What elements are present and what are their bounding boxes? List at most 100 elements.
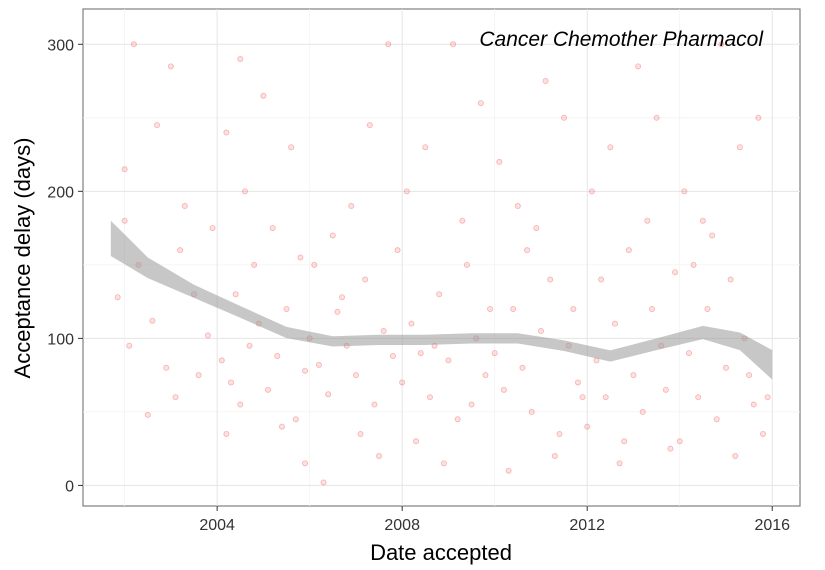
data-point [237, 401, 244, 408]
data-point [667, 445, 674, 452]
data-point [542, 78, 549, 85]
data-point [648, 305, 655, 312]
data-point [454, 416, 461, 423]
data-point [570, 305, 577, 312]
data-point [348, 203, 355, 210]
data-point [130, 41, 137, 48]
data-point [376, 453, 383, 460]
data-point [163, 364, 170, 371]
data-point [260, 92, 267, 99]
data-point [292, 416, 299, 423]
data-point [704, 305, 711, 312]
data-point [514, 203, 521, 210]
data-point [144, 411, 151, 418]
data-point [644, 217, 651, 224]
y-tick-label: 200 [47, 184, 74, 201]
data-point [311, 261, 318, 268]
data-point [505, 467, 512, 474]
data-point [584, 423, 591, 430]
data-point [241, 188, 248, 195]
data-point [662, 386, 669, 393]
data-point [154, 122, 161, 129]
data-point [685, 350, 692, 357]
data-point [764, 394, 771, 401]
data-point [482, 372, 489, 379]
x-axis-title: Date accepted [370, 540, 512, 565]
data-point [727, 276, 734, 283]
data-point [736, 144, 743, 151]
data-point [394, 247, 401, 254]
data-point [672, 269, 679, 276]
x-tick-label: 2012 [569, 517, 605, 534]
data-point [320, 479, 327, 486]
data-point [440, 460, 447, 467]
data-point [496, 158, 503, 165]
data-point [436, 291, 443, 298]
x-tick-label: 2004 [199, 517, 235, 534]
data-point [681, 188, 688, 195]
data-point [722, 364, 729, 371]
data-point [639, 408, 646, 415]
data-point [468, 401, 475, 408]
plot-panel [82, 8, 801, 507]
y-axis-title: Acceptance delay (days) [10, 138, 35, 379]
data-point [653, 114, 660, 121]
data-point [477, 100, 484, 107]
data-point [172, 394, 179, 401]
x-tick-label: 2008 [384, 517, 420, 534]
data-point [389, 353, 396, 360]
data-point [204, 332, 211, 339]
data-point [366, 122, 373, 129]
data-point [329, 232, 336, 239]
data-point [579, 394, 586, 401]
axes: 2004 2008 2012 2016 0 100 200 300 [47, 37, 790, 534]
data-point [283, 305, 290, 312]
data-point [732, 453, 739, 460]
data-point [195, 372, 202, 379]
y-tick-label: 300 [47, 37, 74, 54]
data-point [588, 188, 595, 195]
data-point [274, 353, 281, 360]
data-point [463, 261, 470, 268]
data-point [450, 41, 457, 48]
data-point [574, 379, 581, 386]
data-point [325, 391, 332, 398]
data-point [362, 276, 369, 283]
data-point [228, 379, 235, 386]
data-point [426, 394, 433, 401]
data-point [278, 423, 285, 430]
data-point [635, 63, 642, 70]
data-point [510, 305, 517, 312]
data-point [533, 225, 540, 232]
data-point [223, 430, 230, 437]
x-tick-label: 2016 [754, 517, 790, 534]
data-point [528, 408, 535, 415]
data-point [445, 357, 452, 364]
data-point [598, 276, 605, 283]
data-point [718, 41, 725, 48]
data-point [556, 430, 563, 437]
data-point [699, 217, 706, 224]
data-point [746, 372, 753, 379]
data-point [547, 276, 554, 283]
data-point [177, 247, 184, 254]
data-point [385, 41, 392, 48]
data-point [695, 394, 702, 401]
data-point [246, 342, 253, 349]
data-point [237, 55, 244, 62]
data-point [297, 254, 304, 261]
data-point [408, 320, 415, 327]
data-point [630, 372, 637, 379]
data-point [218, 357, 225, 364]
data-point [709, 232, 716, 239]
data-point [500, 386, 507, 393]
data-point [209, 225, 216, 232]
data-point [676, 438, 683, 445]
data-point [755, 114, 762, 121]
data-point [352, 372, 359, 379]
data-point [625, 247, 632, 254]
data-point [339, 294, 346, 301]
data-point [380, 328, 387, 335]
data-point [167, 63, 174, 70]
